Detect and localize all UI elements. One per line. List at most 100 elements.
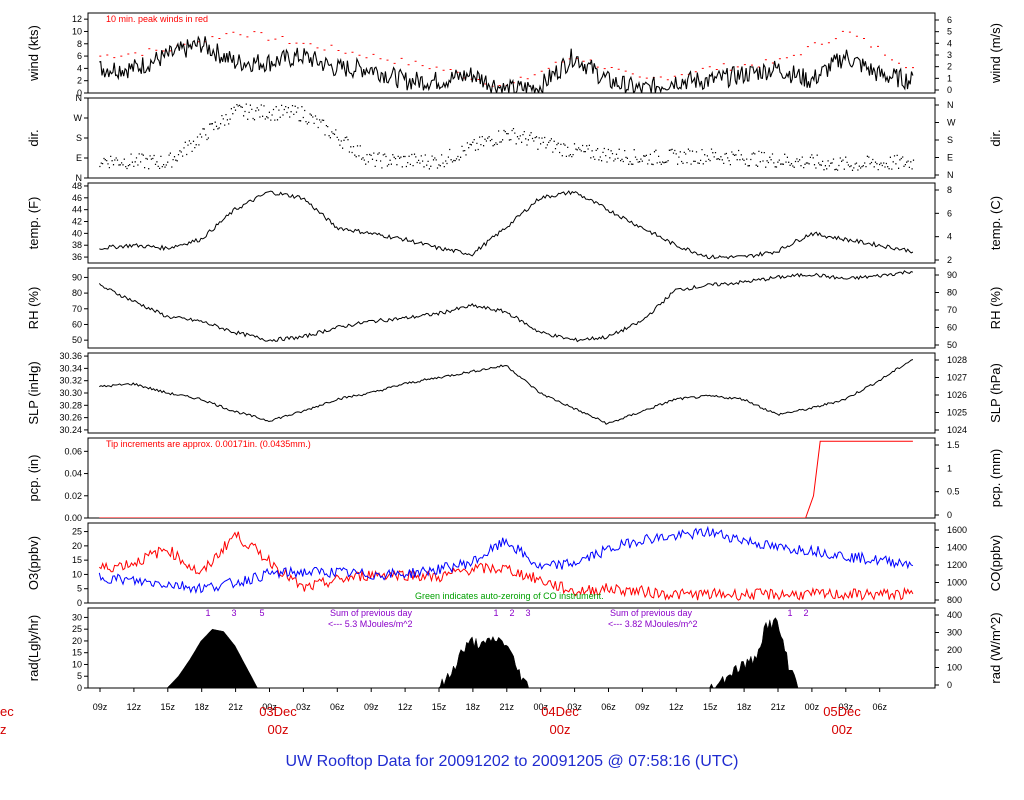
ytick-label-left: 30.26 (59, 413, 82, 423)
hour-mark: 1 (205, 608, 210, 618)
ytick-label-left: 40 (72, 228, 82, 238)
ytick-label-right: 5 (947, 27, 952, 37)
date-label-cut: ec (0, 704, 14, 719)
series-group (98, 525, 914, 601)
panel-frame (87, 182, 936, 264)
ylabel-left: temp. (F) (26, 197, 41, 250)
ytick-label-right: 1026 (947, 390, 967, 400)
xtick-label: 06z (872, 702, 887, 712)
xtick-label: 15z (703, 702, 718, 712)
panel-frame (87, 267, 936, 349)
ytick-label-left: 15 (72, 648, 82, 658)
ytick-label-left: 0.00 (64, 513, 82, 523)
ytick-label-right: 300 (947, 628, 962, 638)
series-temp (99, 190, 914, 260)
xtick-label: 18z (737, 702, 752, 712)
xtick-label: 15z (161, 702, 176, 712)
ytick-label-right: 2 (947, 255, 952, 265)
ytick-label-right: 50 (947, 340, 957, 350)
hour-mark: 5 (259, 608, 264, 618)
panel-frame (87, 97, 936, 179)
chart-title: UW Rooftop Data for 20091202 to 20091205… (286, 753, 739, 770)
ytick-label-left: 60 (72, 319, 82, 329)
ytick-label-right: 1 (947, 463, 952, 473)
series-group (99, 103, 915, 171)
panel-o3co: 0 5 10 15 20 25 800 1000 1200 1400 1600 O3(ppbv) CO(… (26, 522, 1003, 608)
radiation-sum-note: <--- 5.3 MJoules/m^2 (328, 619, 413, 629)
ytick-label-left: S (76, 133, 82, 143)
ytick-label-right: 1024 (947, 425, 967, 435)
ylabel-left: O3(ppbv) (26, 536, 41, 590)
xtick-label: 21z (500, 702, 515, 712)
ytick-label-left: 30.36 (59, 351, 82, 361)
ylabel-left: pcp. (in) (26, 455, 41, 502)
ytick-label-right: 70 (947, 305, 957, 315)
xtick-label: 21z (228, 702, 243, 712)
xtick-label: 12z (398, 702, 413, 712)
panel-annotation: Tip increments are approx. 0.00171in. (0… (106, 439, 311, 449)
ytick-label-right: S (947, 135, 953, 145)
xtick-label: 12z (127, 702, 142, 712)
ytick-label-left: 44 (72, 205, 82, 215)
series-group (99, 359, 914, 425)
series-pcp (99, 440, 913, 518)
ytick-label-left: 0 (77, 683, 82, 693)
ytick-label-left: 30.34 (59, 363, 82, 373)
ylabel-right: CO(ppbv) (988, 535, 1003, 591)
ytick-label-left: 48 (72, 181, 82, 191)
xtick-label: 09z (364, 702, 379, 712)
panel-annotation: 10 min. peak winds in red (106, 14, 208, 24)
ylabel-right: SLP (hPa) (988, 363, 1003, 423)
ytick-label-left: 30.32 (59, 376, 82, 386)
ytick-label-right: W (947, 118, 956, 128)
series-slp (99, 359, 914, 425)
ytick-label-left: E (76, 153, 82, 163)
xtick-label: 09z (93, 702, 108, 712)
hour-mark: 2 (803, 608, 808, 618)
ytick-label-left: 30.28 (59, 400, 82, 410)
ytick-label-left: 80 (72, 288, 82, 298)
time-axis: 09z 12z 15z 18z 21z 00z 03z 06z 09z 12z 15z 18z 21z 0… (0, 688, 887, 737)
xtick-label: 18z (194, 702, 209, 712)
hour-mark: 3 (525, 608, 530, 618)
series-group (99, 190, 914, 260)
ytick-label-left: 42 (72, 217, 82, 227)
series-wind (99, 35, 914, 93)
xtick-label: 00z (805, 702, 820, 712)
ytick-label-right: 100 (947, 663, 962, 673)
xtick-label: 09z (635, 702, 650, 712)
series-group (166, 617, 800, 688)
hour-mark: 1 (787, 608, 792, 618)
ytick-label-left: 0.02 (64, 491, 82, 501)
date-time-label: 00z (550, 722, 571, 737)
ytick-label-right: 0 (947, 680, 952, 690)
ytick-label-right: N (947, 170, 954, 180)
panel-pcp: 0.00 0.02 0.04 0.06 0 0.5 1 1.5 pcp. (in) pcp. (m… (26, 437, 1003, 523)
ytick-label-left: 15 (72, 555, 82, 565)
ytick-label-left: 10 (72, 659, 82, 669)
ytick-label-right: 400 (947, 610, 962, 620)
ytick-label-right: E (947, 153, 953, 163)
ytick-label-right: 1.5 (947, 440, 960, 450)
ytick-label-left: 38 (72, 240, 82, 250)
ytick-label-left: 5 (77, 671, 82, 681)
ytick-label-left: 10 (72, 569, 82, 579)
ytick-label-right: 1028 (947, 355, 967, 365)
ytick-label-left: 5 (77, 584, 82, 594)
series-dir-points (99, 103, 915, 171)
radiation-sum-note: <--- 3.82 MJoules/m^2 (608, 619, 698, 629)
xtick-label: 18z (466, 702, 481, 712)
ytick-label-left: 20 (72, 636, 82, 646)
xtick-label: 12z (669, 702, 684, 712)
ytick-label-left: 50 (72, 335, 82, 345)
ytick-label-left: 2 (77, 76, 82, 86)
ylabel-left: dir. (26, 129, 41, 146)
hour-mark: 3 (231, 608, 236, 618)
ytick-label-right: 200 (947, 645, 962, 655)
xtick-label: 06z (330, 702, 345, 712)
ytick-label-left: 46 (72, 193, 82, 203)
radiation-sum-note: Sum of previous day (330, 608, 413, 618)
ytick-label-left: 90 (72, 272, 82, 282)
ylabel-left: RH (%) (26, 287, 41, 330)
